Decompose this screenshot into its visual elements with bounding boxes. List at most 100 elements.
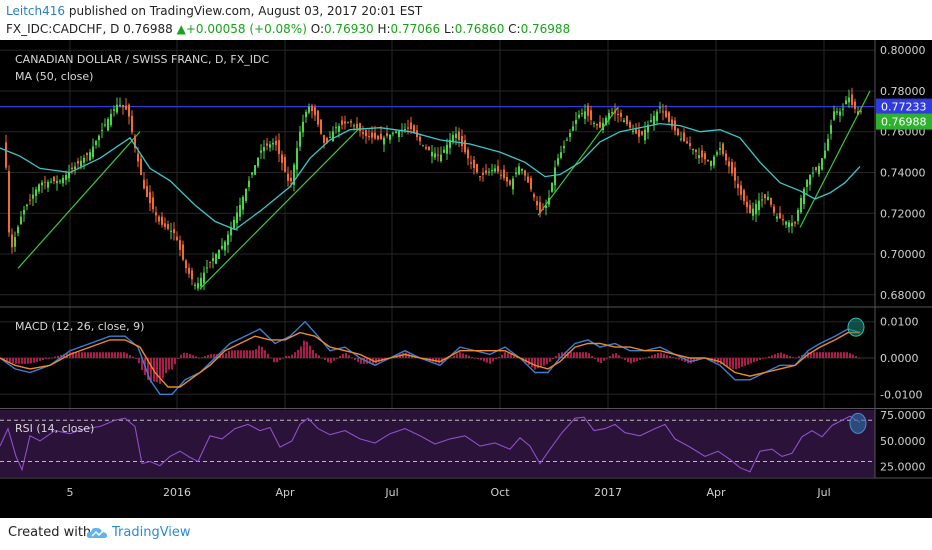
candle-body [245, 188, 247, 201]
macd-histogram-bar [327, 358, 329, 363]
candle-body [125, 105, 127, 110]
candle-body [545, 205, 547, 208]
macd-histogram-bar [63, 353, 65, 358]
candle-body [353, 125, 355, 127]
candle-body [839, 111, 841, 116]
candle-body [704, 153, 706, 160]
author-link[interactable]: Leitch416 [6, 4, 66, 18]
candle-body [71, 167, 73, 170]
candle-body [536, 201, 538, 206]
macd-histogram-bar [105, 352, 107, 358]
macd-histogram-bar [465, 354, 467, 358]
candle-body [398, 130, 400, 138]
candle-body [284, 157, 286, 172]
macd-histogram-bar [555, 356, 557, 358]
candle-body [380, 133, 382, 140]
candle-body [617, 113, 619, 115]
macd-histogram-bar [813, 352, 815, 358]
candle-body [83, 157, 85, 163]
macd-histogram-bar [333, 358, 335, 361]
macd-histogram-bar [288, 356, 290, 358]
candle-body [506, 176, 508, 182]
macd-highlight-circle [847, 317, 865, 337]
macd-histogram-bar [162, 358, 164, 379]
candle-body [836, 111, 838, 113]
macd-histogram-bar [324, 358, 326, 360]
candle-body [599, 121, 601, 128]
candle-body [494, 168, 496, 172]
candle-body [191, 270, 193, 280]
macd-histogram-bar [642, 358, 644, 359]
candle-body [476, 163, 478, 173]
candle-body [389, 134, 391, 140]
candle-body [254, 165, 256, 175]
macd-histogram-bar [222, 354, 224, 358]
candle-body [800, 197, 802, 213]
candle-body [188, 267, 190, 274]
candle-body [497, 165, 499, 172]
candle-body [215, 254, 217, 264]
macd-histogram-bar [735, 358, 737, 370]
macd-histogram-bar [594, 358, 596, 359]
macd-histogram-bar [783, 353, 785, 358]
macd-histogram-bar [846, 352, 848, 358]
chart-area[interactable]: 5 2016 Apr Jul Oct 2017 Apr Jul 0.80000 0.78000 0.… [0, 40, 932, 518]
macd-histogram-bar [615, 352, 617, 358]
macd-histogram-bar [108, 352, 110, 358]
macd-histogram-bar [462, 353, 464, 358]
candle-body [491, 170, 493, 172]
candle-body [113, 109, 115, 111]
candle-body [500, 174, 502, 176]
macd-histogram-bar [270, 357, 272, 359]
macd-histogram-bar [582, 352, 584, 358]
macd-histogram-bar [831, 352, 833, 358]
candle-body [707, 159, 709, 162]
candle-body [593, 123, 595, 125]
macd-histogram-bar [576, 352, 578, 358]
candle-body [509, 180, 511, 185]
macd-histogram-bar [621, 357, 623, 359]
macd-histogram-bar [357, 358, 359, 363]
tradingview-brand-link[interactable]: TradingView [112, 525, 191, 540]
x-tick-label: Jul [384, 486, 398, 499]
macd-line [0, 320, 861, 395]
macd-histogram-bar [201, 357, 203, 359]
change-value: +0.00058 (+0.08%) [185, 22, 307, 36]
high-value: 0.77066 [390, 22, 441, 36]
rsi-pane[interactable] [0, 412, 875, 473]
macd-histogram-bar [60, 354, 62, 358]
macd-pane[interactable] [0, 317, 875, 395]
resistance-price-label: 0.77233 [881, 101, 927, 114]
macd-histogram-bar [174, 358, 176, 365]
candle-body [551, 182, 553, 192]
candle-body [746, 201, 748, 208]
price-pane[interactable] [0, 87, 875, 291]
macd-histogram-bar [579, 352, 581, 358]
macd-histogram-bar [12, 358, 14, 364]
macd-histogram-bar [117, 352, 119, 358]
macd-histogram-bar [276, 358, 278, 363]
candle-body [596, 123, 598, 126]
macd-tick-label: 0.0000 [880, 352, 919, 365]
candle-body [437, 154, 439, 156]
macd-histogram-bar [612, 353, 614, 358]
candle-body [773, 206, 775, 213]
candle-body [440, 154, 442, 162]
candle-body [11, 234, 13, 248]
x-tick-label: Oct [490, 486, 510, 499]
macd-histogram-bar [102, 352, 104, 358]
candle-body [503, 169, 505, 179]
candle-body [413, 125, 415, 134]
macd-histogram-bar [81, 352, 83, 358]
candle-body [86, 153, 88, 155]
candle-body [347, 122, 349, 124]
macd-histogram-bar [546, 358, 548, 365]
macd-histogram-bar [36, 358, 38, 362]
chart-canvas[interactable]: 5 2016 Apr Jul Oct 2017 Apr Jul 0.80000 0.78000 0.… [0, 40, 932, 518]
candle-body [557, 158, 559, 165]
macd-histogram-bar [603, 358, 605, 361]
macd-histogram-bar [609, 356, 611, 358]
candle-body [62, 177, 64, 184]
candle-body [38, 184, 40, 192]
macd-histogram-bar [258, 345, 260, 358]
